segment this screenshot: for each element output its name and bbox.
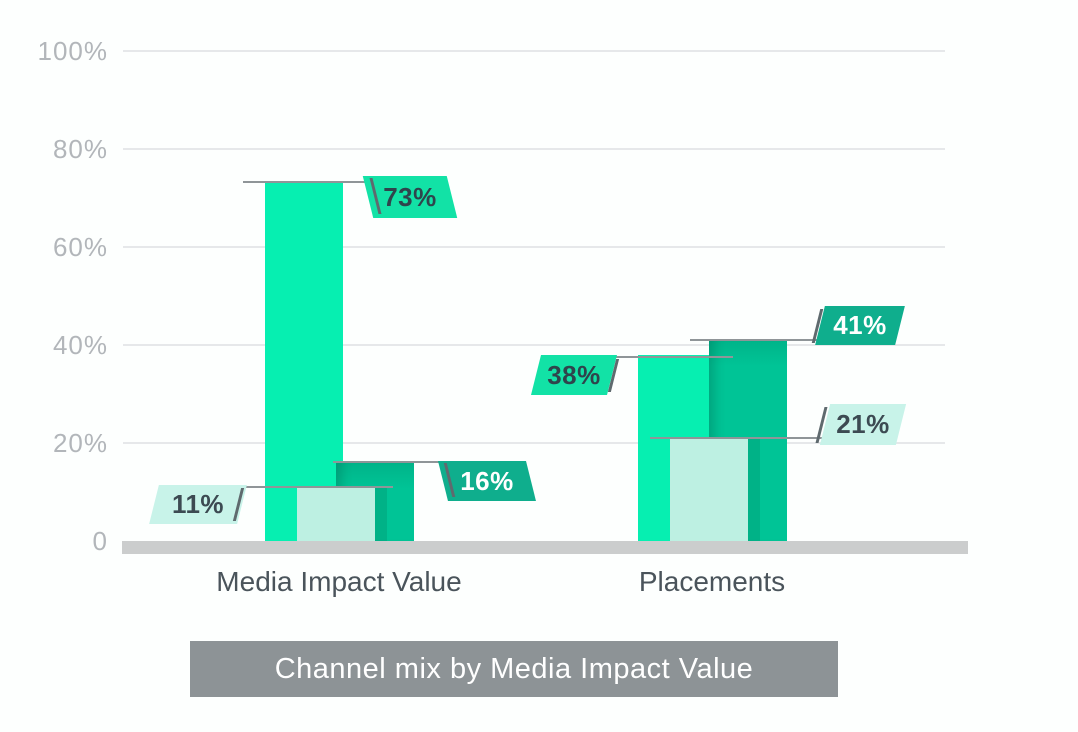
value-label: 21% (836, 409, 890, 439)
value-callout-light-mint-1: 21% (819, 404, 907, 445)
leader-line-dark-teal-0 (333, 461, 450, 463)
value-callout-dark-teal-1: 41% (815, 306, 905, 345)
value-label: 16% (460, 466, 514, 496)
leader-line-light-mint-1 (650, 437, 827, 439)
bar-light-mint-1 (670, 438, 748, 541)
y-axis-label-80: 80% (52, 134, 108, 164)
gridline-100 (123, 50, 945, 52)
category-label-1: Placements (638, 566, 786, 597)
value-label: 38% (547, 360, 601, 390)
y-axis-label-40: 40% (52, 330, 108, 360)
y-axis-label-60: 60% (52, 232, 108, 262)
gridline-60 (123, 246, 945, 248)
x-axis-baseline (122, 541, 968, 554)
leader-line-bright-green-0 (243, 181, 370, 183)
leader-line-bright-green-1 (608, 356, 733, 358)
leader-line-light-mint-0 (230, 486, 393, 488)
category-label-0: Media Impact Value (216, 566, 462, 597)
value-callout-dark-teal-0: 16% (438, 461, 536, 501)
value-callout-light-mint-0: 11% (149, 485, 247, 524)
value-callout-bright-green-1: 38% (531, 355, 617, 395)
y-axis-label-20: 20% (52, 428, 108, 458)
leader-line-dark-teal-1 (690, 339, 822, 341)
y-axis-label-0: 0 (92, 526, 108, 556)
chart-title: Channel mix by Media Impact Value (190, 641, 838, 697)
value-callout-bright-green-0: 73% (362, 176, 458, 218)
value-label: 73% (383, 182, 437, 212)
value-label: 41% (833, 310, 887, 340)
value-label: 11% (171, 489, 225, 519)
gridline-80 (123, 148, 945, 150)
gridline-20 (123, 442, 945, 444)
gridline-40 (123, 344, 945, 346)
bar-light-mint-0 (297, 487, 375, 541)
y-axis-label-100: 100% (37, 36, 108, 66)
bar-bright-green-0 (265, 183, 343, 541)
